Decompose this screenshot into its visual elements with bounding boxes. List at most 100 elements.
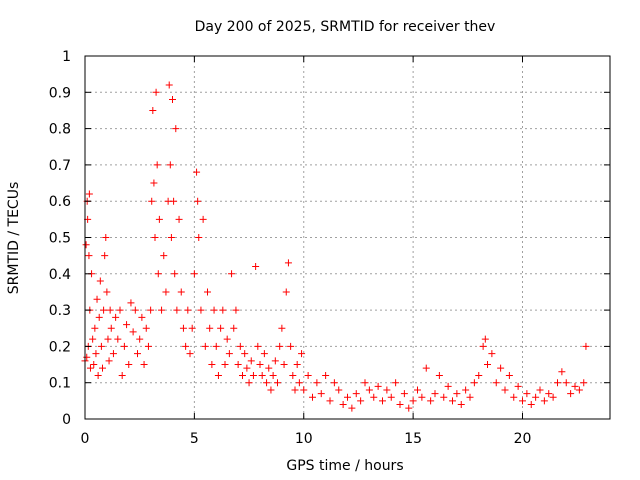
data-point — [514, 382, 522, 390]
data-point — [580, 379, 588, 387]
data-point — [236, 342, 244, 350]
data-point — [271, 357, 279, 365]
data-point — [501, 386, 509, 394]
data-point — [155, 215, 163, 223]
data-point — [352, 390, 360, 398]
data-point — [83, 353, 91, 361]
data-point — [322, 371, 330, 379]
chart-title: Day 200 of 2025, SRMTID for receiver the… — [195, 19, 496, 35]
data-point — [523, 390, 531, 398]
data-point — [151, 234, 159, 241]
data-point — [107, 324, 115, 332]
data-point — [330, 379, 338, 387]
x-axis-ticks: 0 5 10 15 20 — [81, 56, 531, 447]
data-point — [418, 393, 426, 401]
data-point — [102, 234, 110, 241]
data-point — [289, 371, 297, 379]
y-tick-label: 0.1 — [49, 376, 71, 392]
data-point — [567, 390, 575, 398]
data-point — [291, 386, 299, 394]
x-axis-label: GPS time / hours — [286, 458, 403, 474]
data-point — [219, 306, 227, 314]
data-point — [210, 306, 218, 314]
data-point — [194, 197, 202, 205]
data-point — [228, 270, 236, 278]
data-point — [223, 335, 231, 343]
data-point — [112, 313, 120, 321]
data-point — [505, 371, 513, 379]
data-point — [123, 321, 131, 329]
data-point — [361, 379, 369, 387]
data-point — [280, 361, 288, 369]
data-point — [263, 379, 271, 387]
data-point — [379, 397, 386, 405]
data-point — [118, 371, 126, 379]
data-point — [249, 371, 257, 379]
data-point — [265, 364, 273, 372]
data-point — [339, 400, 347, 408]
data-point — [484, 361, 491, 369]
data-point — [267, 386, 275, 394]
data-point — [144, 342, 152, 350]
data-point — [309, 393, 316, 401]
data-point — [152, 88, 160, 96]
data-point — [169, 96, 176, 104]
data-point — [247, 357, 255, 365]
data-point — [188, 324, 196, 332]
data-point — [171, 270, 179, 278]
y-axis-ticks: 0 0.1 0.2 0.3 0.4 0.5 0.6 0.7 0.8 0.9 1 — [49, 49, 610, 428]
data-point — [89, 335, 97, 343]
y-tick-label: 0 — [62, 412, 71, 428]
data-point — [92, 350, 100, 358]
data-point — [116, 306, 124, 314]
data-point — [282, 288, 290, 296]
data-point — [409, 397, 417, 405]
data-point — [422, 364, 430, 372]
data-point — [295, 379, 303, 387]
data-point — [85, 252, 93, 260]
y-tick-label: 0.3 — [49, 303, 71, 319]
data-point — [91, 324, 99, 332]
data-point — [93, 295, 101, 303]
data-point — [138, 313, 146, 321]
data-point — [125, 361, 133, 369]
data-point — [165, 81, 173, 89]
data-point — [212, 342, 220, 350]
data-point — [204, 288, 211, 296]
data-point — [317, 390, 325, 398]
data-point — [571, 382, 579, 390]
data-point — [100, 306, 108, 314]
y-tick-label: 0.6 — [49, 194, 71, 210]
data-point — [129, 328, 137, 336]
data-point — [365, 386, 373, 394]
x-tick-label: 5 — [190, 431, 199, 447]
data-point — [449, 397, 456, 405]
data-point — [284, 259, 292, 267]
data-point — [392, 379, 400, 387]
data-point — [475, 371, 483, 379]
data-point — [199, 215, 207, 223]
data-points — [81, 81, 590, 412]
x-tick-label: 10 — [295, 431, 313, 447]
data-point — [134, 350, 141, 358]
data-point — [114, 335, 122, 343]
data-point — [287, 342, 295, 350]
data-point — [245, 379, 253, 387]
data-point — [414, 386, 421, 394]
data-point — [304, 371, 312, 379]
data-point — [162, 288, 170, 296]
data-point — [217, 324, 225, 332]
grid-lines — [85, 56, 610, 419]
data-point — [532, 393, 540, 401]
data-point — [85, 190, 93, 198]
data-point — [357, 397, 365, 405]
data-point — [274, 379, 281, 387]
y-axis-label: SRMTID / TECUs — [6, 182, 22, 295]
y-tick-label: 0.2 — [49, 339, 71, 355]
data-point — [106, 306, 114, 314]
data-point — [149, 106, 157, 114]
data-point — [276, 342, 284, 350]
data-point — [344, 393, 351, 401]
data-point — [97, 342, 105, 350]
data-point — [510, 393, 518, 401]
